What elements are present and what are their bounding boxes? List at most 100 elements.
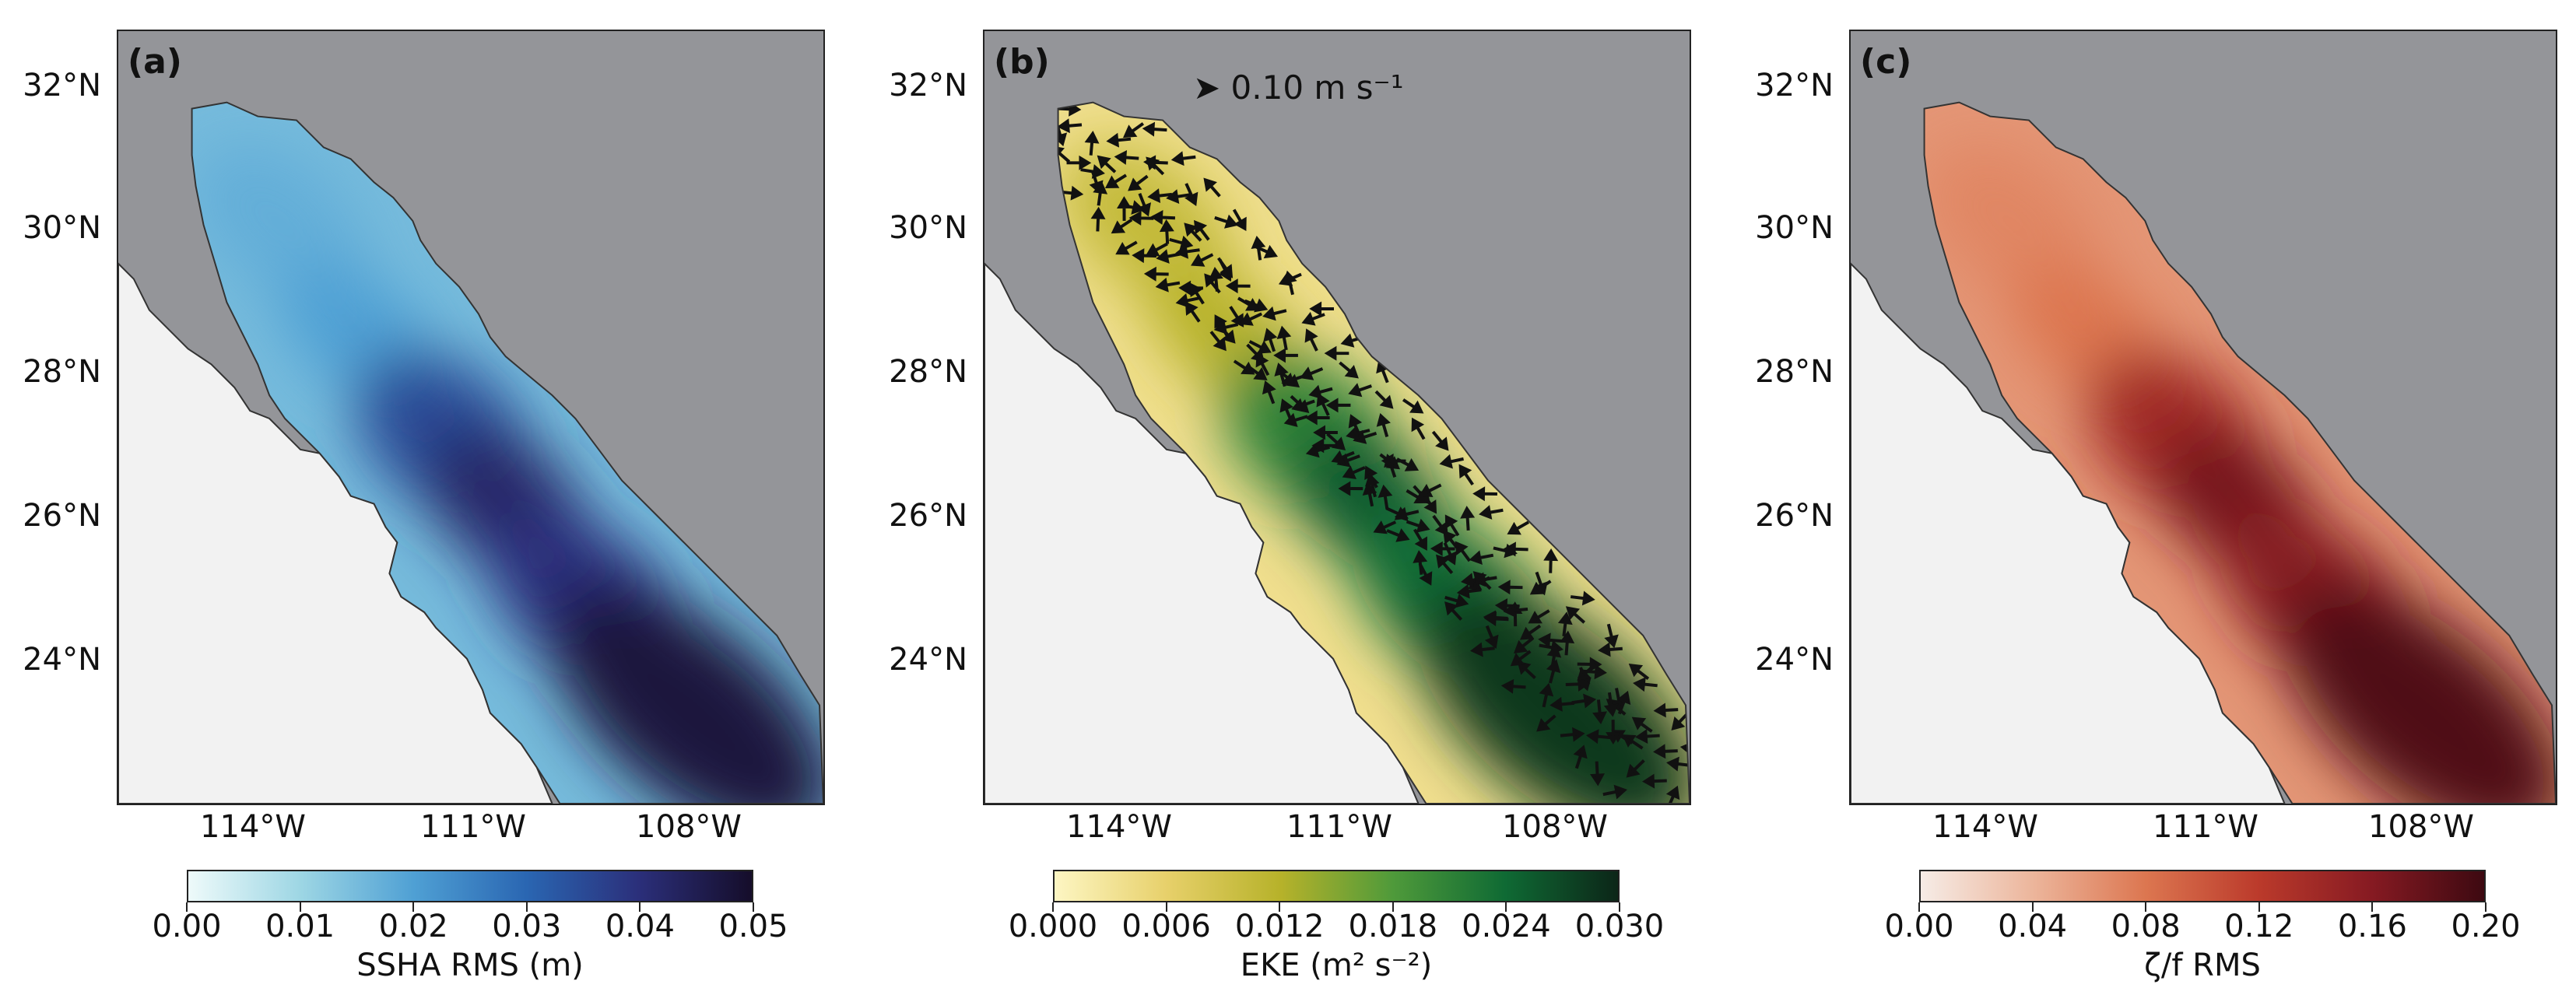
velocity-arrow [1208, 267, 1223, 292]
velocity-arrow [1239, 312, 1263, 326]
velocity-arrow [1419, 483, 1442, 498]
lat-tick-label: 24°N [889, 642, 967, 678]
velocity-arrow [1084, 131, 1100, 156]
colorbar-tick-label: 0.03 [492, 909, 562, 944]
velocity-arrow [1381, 453, 1406, 468]
map-canvas [118, 101, 823, 804]
velocity-arrow [1216, 257, 1234, 279]
velocity-arrow [1290, 394, 1310, 413]
gulf-coastline [1057, 101, 1690, 804]
panel-label: (a) [128, 42, 182, 82]
colorbar-tick [1505, 902, 1507, 912]
colorbar-tick [1279, 902, 1281, 912]
velocity-arrow [1184, 301, 1201, 323]
colorbar-tick [525, 902, 528, 912]
velocity-arrow [1090, 206, 1106, 232]
velocity-arrow [1519, 624, 1542, 640]
colorbar-title: EKE (m² s⁻²) [1240, 948, 1433, 983]
colorbar-tick [1052, 902, 1054, 912]
velocity-arrow [1169, 235, 1194, 250]
lon-tick-label: 111°W [420, 809, 526, 845]
velocity-arrow [1539, 682, 1554, 708]
velocity-arrow [1376, 412, 1391, 438]
velocity-arrow [1184, 222, 1202, 242]
velocity-arrow [1497, 580, 1523, 595]
velocity-arrow [1263, 328, 1278, 352]
velocity-arrow [1246, 364, 1268, 381]
lon-tick-label: 114°W [1932, 809, 2038, 845]
velocity-arrow [1362, 482, 1377, 507]
velocity-arrow [1143, 266, 1169, 282]
velocity-arrow [1565, 606, 1586, 624]
velocity-arrow [1203, 177, 1221, 198]
velocity-arrow [1513, 636, 1535, 653]
colorbar-tick-label: 0.04 [1998, 909, 2068, 944]
colorbar [1053, 870, 1620, 902]
colorbar-tick-label: 0.01 [265, 909, 335, 944]
velocity-arrow [1626, 759, 1645, 778]
lat-tick-label: 28°N [1755, 354, 1834, 390]
velocity-arrow [1262, 306, 1287, 321]
colorbar-tick-label: 0.006 [1121, 909, 1211, 944]
velocity-arrow [1604, 623, 1619, 649]
velocity-arrow [1273, 348, 1298, 363]
velocity-arrow [1536, 714, 1556, 732]
velocity-arrow [1229, 306, 1244, 328]
lat-tick-label: 24°N [23, 642, 101, 678]
velocity-arrow [1342, 465, 1366, 479]
velocity-arrow [1436, 554, 1454, 575]
velocity-arrow [1460, 506, 1476, 531]
velocity-arrow [1080, 164, 1105, 179]
colorbar-tick-label: 0.018 [1348, 909, 1438, 944]
velocity-arrow [1214, 214, 1238, 229]
velocity-arrow [1494, 598, 1520, 614]
velocity-arrow [1281, 372, 1306, 387]
velocity-arrow [1146, 242, 1168, 257]
velocity-arrow [1386, 528, 1410, 542]
velocity-arrow [1634, 729, 1660, 744]
colorbar-tick-label: 0.05 [718, 909, 788, 944]
velocity-arrow [1590, 761, 1606, 787]
velocity-arrow [1598, 642, 1623, 657]
velocity-arrow [1432, 514, 1448, 536]
velocity-arrow [1500, 678, 1526, 694]
lat-tick-label: 26°N [889, 498, 967, 534]
colorbar-tick [1918, 902, 1920, 912]
lat-tick-label: 24°N [1755, 642, 1834, 678]
velocity-arrow [1431, 430, 1449, 451]
colorbar-tick [1619, 902, 1620, 912]
velocity-arrow [1194, 219, 1210, 241]
velocity-arrow [1373, 520, 1397, 534]
velocity-arrow [1570, 590, 1595, 606]
velocity-arrow [1374, 390, 1394, 409]
velocity-arrow [1472, 486, 1497, 502]
colorbar-tick-label: 0.12 [2224, 909, 2294, 944]
velocity-arrow [1430, 541, 1455, 556]
velocity-arrow [1631, 716, 1653, 733]
velocity-arrow [1122, 122, 1145, 138]
velocity-arrow [1377, 484, 1393, 510]
colorbar-tick-label: 0.04 [605, 909, 675, 944]
velocity-arrow [1106, 132, 1132, 148]
lat-tick-label: 26°N [1755, 498, 1834, 534]
velocity-arrow [1313, 425, 1338, 440]
velocity-arrow [1456, 583, 1482, 599]
velocity-arrow [1147, 188, 1173, 204]
velocity-arrow [1348, 383, 1372, 398]
velocity-arrow [1128, 210, 1154, 226]
velocity-arrow [1538, 632, 1563, 648]
lat-tick-label: 32°N [889, 68, 967, 103]
velocity-arrow [1628, 664, 1650, 681]
velocity-arrow [1308, 384, 1333, 400]
colorbar-title: ζ/f RMS [2144, 948, 2261, 983]
lat-tick-label: 32°N [23, 68, 101, 103]
colorbar-tick-label: 0.16 [2337, 909, 2407, 944]
velocity-arrow [1470, 642, 1495, 657]
velocity-arrow [1549, 696, 1575, 712]
colorbar-tick [186, 902, 188, 912]
velocity-arrow [1573, 744, 1588, 769]
velocity-arrow [1184, 183, 1199, 206]
velocity-arrow [1304, 328, 1318, 352]
velocity-arrow [1142, 121, 1167, 137]
gulf-field [1058, 102, 1690, 804]
